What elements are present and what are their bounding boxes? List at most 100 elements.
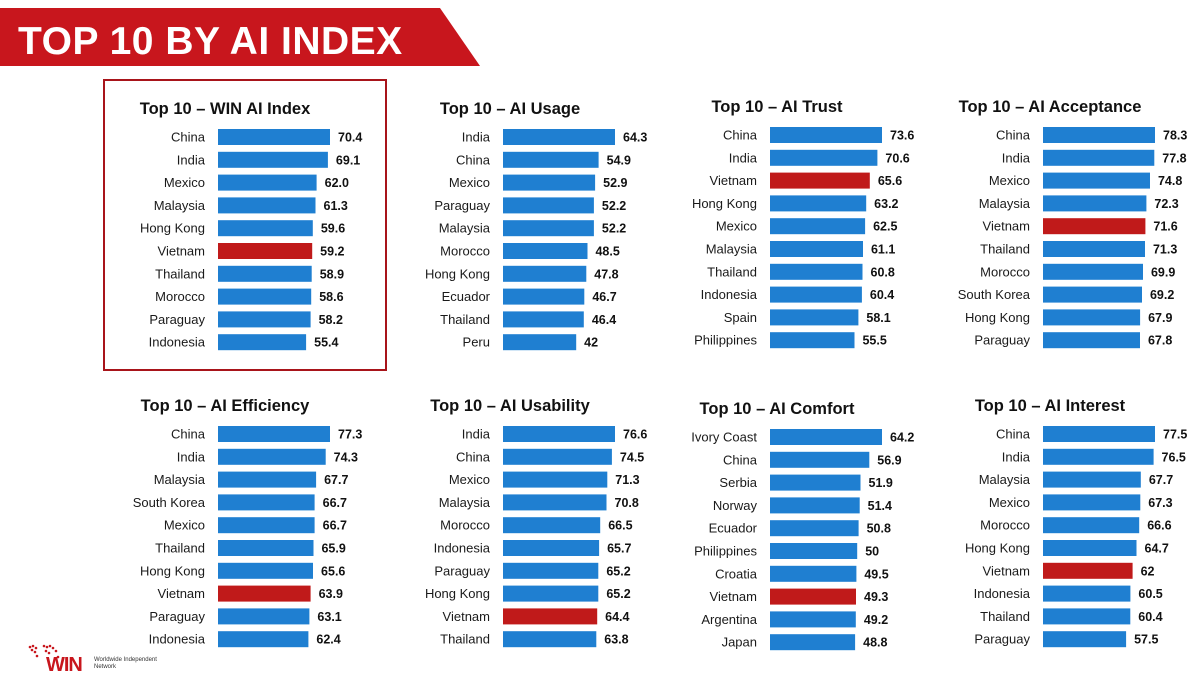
highlight-bar [1043,218,1146,235]
category-label: China [456,152,491,167]
category-label: Hong Kong [140,221,205,236]
page-title: TOP 10 BY AI INDEX [18,20,403,63]
value-label: 77.5 [1163,428,1187,442]
bar [218,129,330,145]
category-label: Thailand [155,266,205,281]
value-label: 69.1 [336,153,360,167]
category-label: Malaysia [706,242,758,257]
category-label: Norway [713,498,758,513]
value-label: 61.3 [324,199,348,213]
category-label: Morocco [155,289,205,304]
category-label: Mexico [449,175,490,190]
value-label: 51.4 [868,499,892,513]
bar [770,429,882,445]
category-label: Vietnam [710,589,757,604]
bar [218,471,317,488]
bar [1043,149,1155,166]
bar [1043,471,1141,488]
bar-chart: Ivory Coast 64.2 China 56.9 Serbia 51.9 Norway… [691,429,914,651]
highlight-bar [770,172,870,189]
bar-chart: China 78.3 India 77.8 Mexico 74.8 Malaysia 72.3… [958,127,1187,349]
world-map-icon [28,644,60,659]
bar [503,174,596,191]
bar [770,195,867,212]
category-label: Paraguay [974,632,1030,647]
category-label: Ivory Coast [691,430,757,445]
value-label: 49.5 [864,567,888,581]
category-label: India [177,152,206,167]
bar [503,265,587,282]
value-label: 67.3 [1148,496,1172,510]
value-label: 59.6 [321,222,345,236]
bar [770,474,861,491]
bar [218,197,316,214]
bar-chart: China 73.6 India 70.6 Vietnam 65.6 Hong Kong 63… [692,127,914,349]
category-label: Paraguay [434,198,490,213]
value-label: 67.7 [1149,473,1173,487]
category-label: Indonesia [434,541,491,556]
category-label: Paraguay [149,312,205,327]
highlight-bar [218,243,313,259]
value-label: 59.2 [320,245,344,259]
category-label: India [462,427,491,442]
category-label: Malaysia [439,495,491,510]
value-label: 48.8 [863,636,887,650]
category-label: Mexico [449,472,490,487]
highlight-bar [770,588,856,605]
value-label: 51.9 [869,476,893,490]
value-label: 78.3 [1163,129,1187,143]
category-label: Malaysia [979,196,1031,211]
bar [218,608,310,625]
bar [770,634,856,651]
bar [770,332,855,349]
value-label: 74.8 [1158,174,1182,188]
highlight-bar [1043,562,1133,579]
chart-panel: Top 10 – AI Interest China 77.5 India 76.5 Ma… [925,397,1195,657]
value-label: 65.7 [607,542,631,556]
category-label: China [171,130,206,145]
bar [1043,332,1140,349]
category-label: Indonesia [149,335,206,350]
category-label: India [177,449,206,464]
bar [770,520,859,537]
category-label: Vietnam [710,173,757,188]
bar [770,543,858,559]
bar [218,494,315,511]
category-label: Thailand [155,541,205,556]
category-label: Croatia [715,566,758,581]
category-label: Morocco [980,518,1030,533]
bar [503,585,599,602]
category-label: Paraguay [434,563,490,578]
chart-panel: Top 10 – AI Acceptance China 78.3 India 77.8… [925,98,1195,358]
value-label: 61.1 [871,243,895,257]
chart-panel: Top 10 – AI Efficiency China 77.3 India 74.3… [100,397,370,657]
value-label: 73.6 [890,129,914,143]
value-label: 63.2 [874,197,898,211]
bar [503,311,584,328]
highlight-frame [103,79,387,371]
value-label: 67.7 [324,473,348,487]
category-label: South Korea [958,287,1031,302]
value-label: 49.2 [864,613,888,627]
bar [1043,631,1127,648]
category-label: Morocco [980,264,1030,279]
value-label: 62.5 [873,220,897,234]
bar [770,565,857,582]
category-label: Ecuador [709,521,758,536]
value-label: 67.8 [1148,334,1172,348]
value-label: 62 [1141,564,1155,578]
category-label: Morocco [440,518,490,533]
bar [1043,494,1141,511]
value-label: 54.9 [607,153,631,167]
value-label: 66.5 [608,519,632,533]
value-label: 66.6 [1147,519,1171,533]
value-label: 52.2 [602,199,626,213]
value-label: 63.8 [604,633,628,647]
bar [1043,127,1155,143]
bar [503,243,588,259]
category-label: China [456,449,491,464]
category-label: Indonesia [149,632,206,647]
bar [1043,426,1155,442]
value-label: 65.2 [606,564,630,578]
category-label: Japan [722,635,757,650]
